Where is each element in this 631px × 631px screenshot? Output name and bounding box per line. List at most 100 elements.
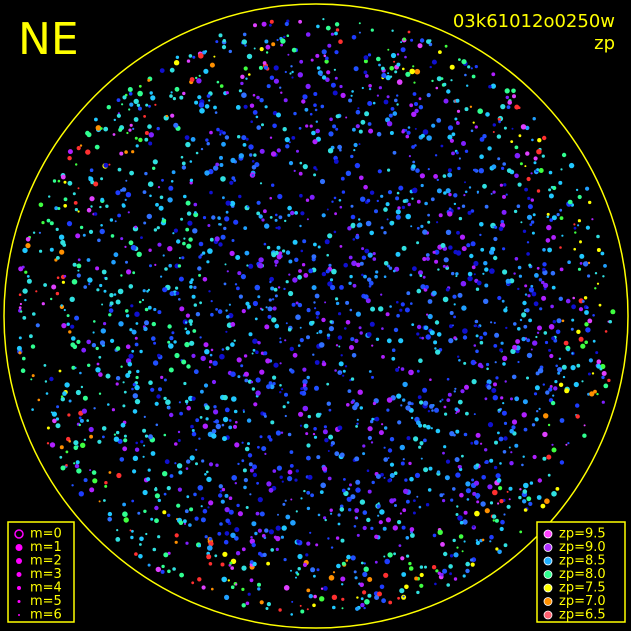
star	[484, 448, 488, 452]
star	[208, 462, 214, 467]
star	[389, 473, 395, 478]
star	[348, 508, 352, 512]
star	[521, 412, 527, 418]
star	[427, 410, 431, 413]
star	[363, 566, 369, 572]
star	[279, 384, 282, 387]
star	[234, 482, 237, 485]
star	[335, 127, 339, 131]
star	[307, 414, 311, 419]
star	[132, 409, 138, 414]
star	[418, 358, 423, 364]
star	[416, 495, 419, 498]
star	[396, 103, 399, 106]
star	[256, 211, 261, 216]
star	[218, 223, 221, 226]
star	[299, 604, 302, 607]
star	[553, 338, 558, 343]
star	[489, 268, 495, 274]
star	[505, 95, 509, 100]
star	[123, 438, 128, 443]
star	[123, 517, 129, 523]
star	[311, 254, 317, 259]
star	[187, 220, 193, 226]
star	[77, 269, 80, 272]
star	[379, 509, 385, 515]
star	[522, 455, 525, 458]
star	[215, 463, 219, 467]
star	[238, 153, 244, 159]
star	[66, 314, 70, 318]
star	[528, 263, 532, 267]
star	[154, 103, 157, 106]
star	[370, 526, 374, 531]
star	[385, 75, 391, 81]
star	[499, 526, 504, 532]
star	[578, 336, 584, 342]
star	[113, 433, 116, 436]
star	[129, 170, 135, 176]
star	[414, 108, 419, 114]
star	[494, 361, 497, 364]
star	[67, 180, 73, 186]
star	[199, 416, 203, 419]
star	[434, 249, 440, 255]
star	[565, 298, 571, 304]
star	[493, 465, 498, 470]
star	[248, 332, 253, 337]
star	[295, 510, 298, 513]
star	[546, 212, 550, 216]
star	[551, 491, 557, 497]
star	[474, 492, 481, 499]
star	[261, 21, 267, 27]
star	[383, 555, 386, 558]
star	[144, 320, 149, 326]
star	[280, 535, 284, 539]
star	[484, 283, 489, 288]
star	[447, 168, 452, 173]
star	[399, 512, 402, 515]
star	[224, 135, 230, 140]
star	[494, 225, 498, 229]
star	[49, 376, 54, 382]
star	[593, 389, 597, 394]
star	[448, 338, 454, 344]
star	[530, 348, 533, 351]
star	[132, 455, 139, 461]
star	[486, 362, 490, 367]
star	[547, 473, 551, 477]
star	[309, 531, 312, 534]
star	[367, 489, 372, 494]
star	[559, 460, 565, 465]
star	[475, 334, 479, 338]
star	[103, 322, 107, 326]
star	[177, 439, 181, 442]
star	[339, 245, 343, 248]
star	[518, 134, 522, 138]
star	[208, 541, 214, 547]
star	[355, 479, 361, 485]
star	[404, 478, 408, 482]
star	[265, 358, 271, 364]
star	[233, 339, 236, 342]
star	[416, 332, 420, 336]
zp-label: zp=9.0	[559, 540, 606, 555]
star	[213, 409, 219, 415]
star	[465, 488, 471, 494]
star	[204, 473, 207, 476]
star	[573, 226, 577, 230]
star	[125, 373, 131, 378]
star	[424, 285, 429, 289]
star	[302, 383, 307, 388]
star	[391, 221, 395, 224]
star	[395, 367, 400, 372]
star	[134, 136, 138, 140]
star	[408, 566, 414, 571]
star	[224, 407, 230, 413]
star	[228, 509, 234, 515]
star	[321, 317, 326, 323]
star	[199, 301, 203, 305]
star	[143, 115, 147, 118]
star	[442, 568, 448, 574]
star	[99, 127, 103, 130]
